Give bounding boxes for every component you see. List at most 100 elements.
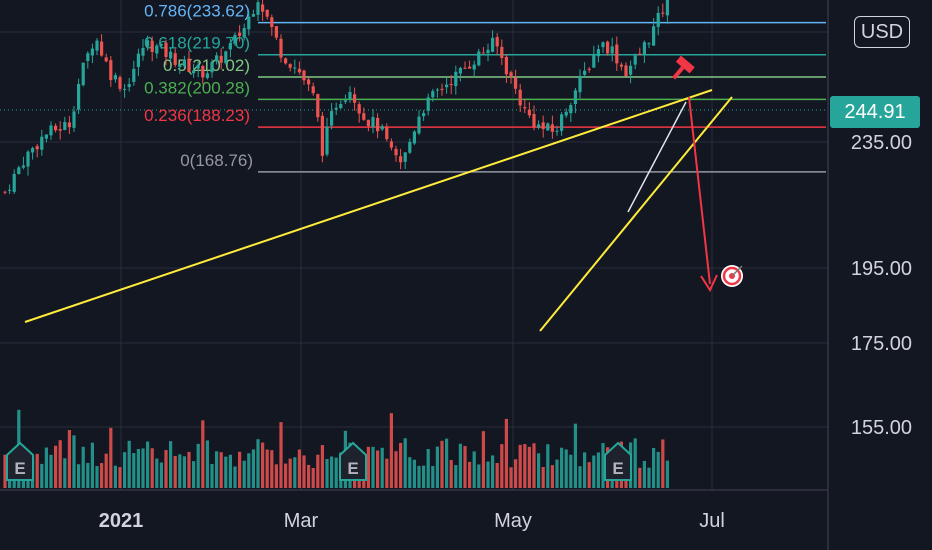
candle-body xyxy=(578,75,582,93)
projection-arrow-line[interactable] xyxy=(688,96,711,285)
volume-bar xyxy=(463,446,467,488)
volume-bar xyxy=(173,455,177,488)
candle-body xyxy=(343,100,347,102)
candle-body xyxy=(3,191,7,193)
candle-body xyxy=(330,111,334,126)
volume-bar xyxy=(233,466,237,488)
volume-bar xyxy=(302,455,306,488)
volume-bar xyxy=(454,465,458,488)
candle-body xyxy=(31,148,35,153)
volume-bar xyxy=(3,454,7,488)
volume-bar xyxy=(146,441,150,488)
candle-body xyxy=(123,88,127,90)
earnings-marker[interactable]: E xyxy=(6,441,34,481)
projection-arrow-head xyxy=(700,274,718,293)
volume-bar xyxy=(481,431,485,488)
currency-button[interactable]: USD xyxy=(854,16,910,48)
volume-bar xyxy=(389,413,393,488)
wedge-line[interactable] xyxy=(627,101,687,213)
volume-bar xyxy=(642,460,646,488)
volume-bar xyxy=(150,448,154,488)
candle-body xyxy=(385,126,389,140)
volume-bar xyxy=(109,427,113,488)
candle-body xyxy=(366,119,370,127)
candle-body xyxy=(40,136,44,150)
candle-body xyxy=(49,125,53,136)
candle-body xyxy=(86,53,90,61)
candle-body xyxy=(284,58,288,64)
volume-bar xyxy=(541,466,545,488)
candle-body xyxy=(316,93,320,118)
candle-body xyxy=(100,41,104,56)
candle-body xyxy=(431,91,435,98)
currency-label: USD xyxy=(860,21,904,43)
volume-bar xyxy=(546,444,550,488)
volume-bar xyxy=(288,458,292,488)
volume-bar xyxy=(104,453,108,488)
candle-body xyxy=(215,55,219,62)
candle-body xyxy=(8,189,12,191)
candle-body xyxy=(113,75,117,80)
candle-body xyxy=(311,86,315,94)
candle-body xyxy=(440,88,444,90)
volume-bar xyxy=(141,448,145,488)
candle-body xyxy=(63,121,67,131)
fib-label-0.236: 0.236(188.23) xyxy=(144,106,250,125)
trend-line-lower[interactable] xyxy=(539,96,733,332)
volume-bar xyxy=(307,464,311,488)
candle-body xyxy=(132,68,136,82)
candle-body xyxy=(339,104,343,109)
candle-body xyxy=(150,40,154,52)
volume-bar xyxy=(192,461,196,488)
candle-body xyxy=(109,60,113,81)
candle-body xyxy=(573,90,577,105)
candle-body xyxy=(26,151,30,167)
candle-body xyxy=(233,34,237,44)
volume-bar xyxy=(297,449,301,488)
volume-bar xyxy=(123,452,127,488)
candle-body xyxy=(265,9,269,17)
volume-bar xyxy=(210,464,214,488)
candle-body xyxy=(665,0,669,16)
candle-body xyxy=(532,114,536,127)
candle-body xyxy=(371,117,375,128)
volume-bar xyxy=(435,446,439,488)
volume-bar xyxy=(155,458,159,488)
fib-label-0.618: 0.618(219.70) xyxy=(144,34,250,53)
candle-body xyxy=(412,131,416,144)
candle-body xyxy=(638,53,642,55)
volume-bar xyxy=(523,444,527,488)
volume-bar xyxy=(592,455,596,488)
candle-body xyxy=(491,37,495,52)
candle-body xyxy=(35,146,39,150)
trend-line-upper[interactable] xyxy=(24,89,713,323)
candle-body xyxy=(527,109,531,116)
candle-body xyxy=(155,45,159,54)
candle-body xyxy=(564,111,568,116)
volume-bar xyxy=(330,456,334,488)
volume-bar xyxy=(527,446,531,488)
candle-body xyxy=(256,2,260,15)
candle-body xyxy=(495,37,499,47)
volume-bar xyxy=(242,460,246,488)
y-tick-label: 175.00 xyxy=(851,333,912,355)
drawings[interactable] xyxy=(24,55,743,332)
candle-body xyxy=(472,64,476,70)
earnings-marker[interactable]: E xyxy=(604,441,632,481)
candle-body xyxy=(481,52,485,54)
volume-bar xyxy=(509,467,513,488)
y-tick-label: 235.00 xyxy=(851,132,912,154)
volume-bar xyxy=(472,451,476,488)
candle-body xyxy=(261,4,265,12)
volume-bar xyxy=(274,464,278,488)
fib-retracement[interactable]: 1(251.28)0.786(233.62)0.618(219.70)0.5(2… xyxy=(144,0,826,173)
candle-body xyxy=(251,13,255,17)
candle-body xyxy=(288,64,292,68)
earnings-marker[interactable]: E xyxy=(339,441,367,481)
x-tick-label: 2021 xyxy=(99,510,144,532)
candle-body xyxy=(449,83,453,86)
fib-label-0.382: 0.382(200.28) xyxy=(144,78,250,97)
